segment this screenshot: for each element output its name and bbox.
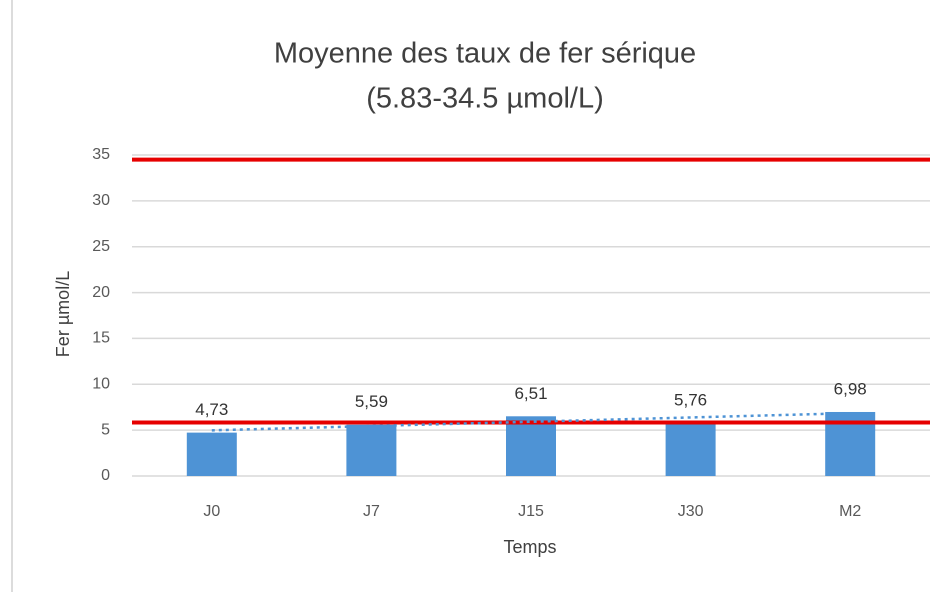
y-tick-label: 0: [101, 467, 110, 484]
y-tick-label: 35: [92, 146, 110, 163]
bar: [186, 432, 237, 476]
y-tick-label: 20: [92, 284, 110, 301]
chart-subtitle: (5.83-34.5 µmol/L): [366, 83, 604, 115]
trendline: [211, 411, 851, 432]
x-tick-label: J30: [678, 503, 704, 520]
bar: [346, 424, 397, 476]
y-tick-label: 30: [92, 192, 110, 209]
x-tick-label: J0: [203, 503, 220, 520]
y-tick-label: 5: [101, 421, 110, 438]
x-tick-label: J7: [363, 503, 380, 520]
bar: [665, 423, 716, 476]
y-tick-label: 10: [92, 376, 110, 393]
x-tick-label: M2: [839, 503, 861, 520]
marks: [132, 157, 930, 476]
chart-title: Moyenne des taux de fer sérique: [274, 38, 696, 70]
y-tick-label: 25: [92, 238, 110, 255]
bar: [506, 416, 556, 476]
y-tick-label: 15: [92, 330, 110, 347]
data-label: 5,76: [674, 391, 707, 410]
data-label: 6,98: [834, 379, 867, 398]
data-label: 5,59: [355, 392, 388, 411]
data-label: 6,51: [514, 384, 547, 403]
x-tick-label: J15: [518, 503, 544, 520]
y-axis-label: Fer µmol/L: [53, 271, 73, 357]
data-label: 4,73: [195, 400, 228, 419]
x-axis-label: Temps: [503, 537, 556, 557]
grid: [132, 154, 930, 477]
